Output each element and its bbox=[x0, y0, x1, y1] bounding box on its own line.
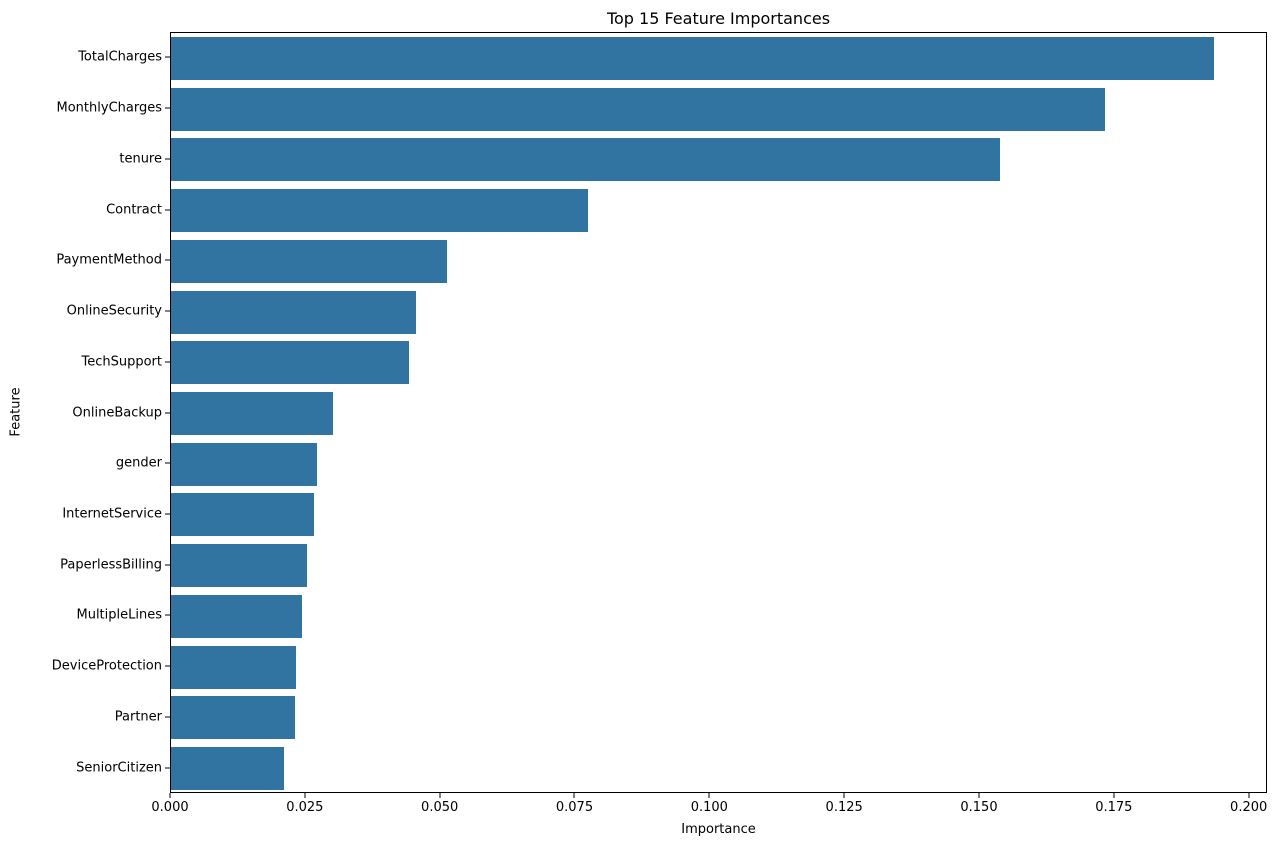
x-tick-label: 0.000 bbox=[151, 800, 189, 815]
y-tick-mark bbox=[165, 665, 170, 667]
bar-OnlineSecurity bbox=[171, 290, 416, 334]
y-tick-mark bbox=[165, 462, 170, 464]
y-tick-mark bbox=[165, 564, 170, 566]
x-tick-mark bbox=[304, 793, 306, 798]
x-tick-mark bbox=[708, 793, 710, 798]
x-tick-label: 0.100 bbox=[690, 800, 728, 815]
y-tick-label-gender: gender bbox=[115, 455, 162, 471]
x-axis-label: Importance bbox=[681, 822, 756, 837]
y-tick-mark bbox=[165, 158, 170, 160]
y-tick-label-OnlineSecurity: OnlineSecurity bbox=[66, 303, 162, 319]
y-tick-mark bbox=[165, 767, 170, 769]
chart-title: Top 15 Feature Importances bbox=[606, 9, 831, 28]
y-tick-label-OnlineBackup: OnlineBackup bbox=[72, 405, 162, 420]
x-tick-label: 0.200 bbox=[1230, 800, 1268, 815]
bar-TechSupport bbox=[171, 341, 409, 385]
x-tick-label: 0.175 bbox=[1095, 800, 1133, 815]
x-tick-mark bbox=[843, 793, 845, 798]
x-tick-mark bbox=[1248, 793, 1250, 798]
y-tick-mark bbox=[165, 56, 170, 58]
x-tick-label: 0.125 bbox=[825, 800, 863, 815]
y-tick-label-PaperlessBilling: PaperlessBilling bbox=[60, 557, 162, 573]
x-tick-label: 0.150 bbox=[960, 800, 998, 815]
y-tick-label-Contract: Contract bbox=[106, 202, 162, 218]
bar-MonthlyCharges bbox=[171, 87, 1105, 131]
y-tick-label-Partner: Partner bbox=[114, 709, 162, 725]
y-tick-mark bbox=[165, 259, 170, 261]
bar-PaperlessBilling bbox=[171, 544, 307, 588]
y-tick-label-MonthlyCharges: MonthlyCharges bbox=[56, 100, 162, 116]
y-tick-label-TotalCharges: TotalCharges bbox=[78, 49, 162, 65]
bar-DeviceProtection bbox=[171, 645, 297, 689]
y-tick-mark bbox=[165, 310, 170, 312]
bar-Contract bbox=[171, 189, 588, 233]
y-tick-label-tenure: tenure bbox=[119, 151, 162, 167]
x-tick-mark bbox=[978, 793, 980, 798]
bar-InternetService bbox=[171, 493, 315, 537]
x-tick-label: 0.050 bbox=[421, 800, 459, 815]
x-tick-mark bbox=[169, 793, 171, 798]
y-tick-label-MultipleLines: MultipleLines bbox=[76, 607, 162, 623]
bar-MultipleLines bbox=[171, 594, 302, 638]
x-tick-label: 0.075 bbox=[555, 800, 594, 815]
x-tick-mark bbox=[573, 793, 575, 798]
y-tick-mark bbox=[165, 614, 170, 616]
y-tick-mark bbox=[165, 716, 170, 718]
y-tick-label-SeniorCitizen: SeniorCitizen bbox=[76, 760, 162, 776]
y-tick-mark bbox=[165, 412, 170, 413]
bar-TotalCharges bbox=[171, 36, 1214, 80]
y-tick-label-TechSupport: TechSupport bbox=[81, 354, 162, 370]
x-tick-label: 0.025 bbox=[286, 800, 324, 815]
bar-Partner bbox=[171, 696, 295, 740]
y-tick-label-InternetService: InternetService bbox=[62, 506, 162, 522]
y-tick-mark bbox=[165, 361, 170, 363]
bar-OnlineBackup bbox=[171, 392, 333, 435]
y-tick-label-PaymentMethod: PaymentMethod bbox=[56, 252, 162, 268]
x-tick-mark bbox=[439, 793, 441, 798]
bar-PaymentMethod bbox=[171, 239, 448, 283]
y-tick-mark bbox=[165, 209, 170, 211]
bar-tenure bbox=[171, 138, 1001, 182]
bar-gender bbox=[171, 442, 318, 486]
y-axis-label: Feature bbox=[8, 387, 24, 437]
bar-SeniorCitizen bbox=[171, 747, 285, 791]
x-tick-mark bbox=[1113, 793, 1115, 798]
y-tick-mark bbox=[165, 513, 170, 515]
plot-area bbox=[170, 32, 1267, 793]
y-tick-label-DeviceProtection: DeviceProtection bbox=[51, 658, 162, 674]
y-tick-mark bbox=[165, 107, 170, 109]
